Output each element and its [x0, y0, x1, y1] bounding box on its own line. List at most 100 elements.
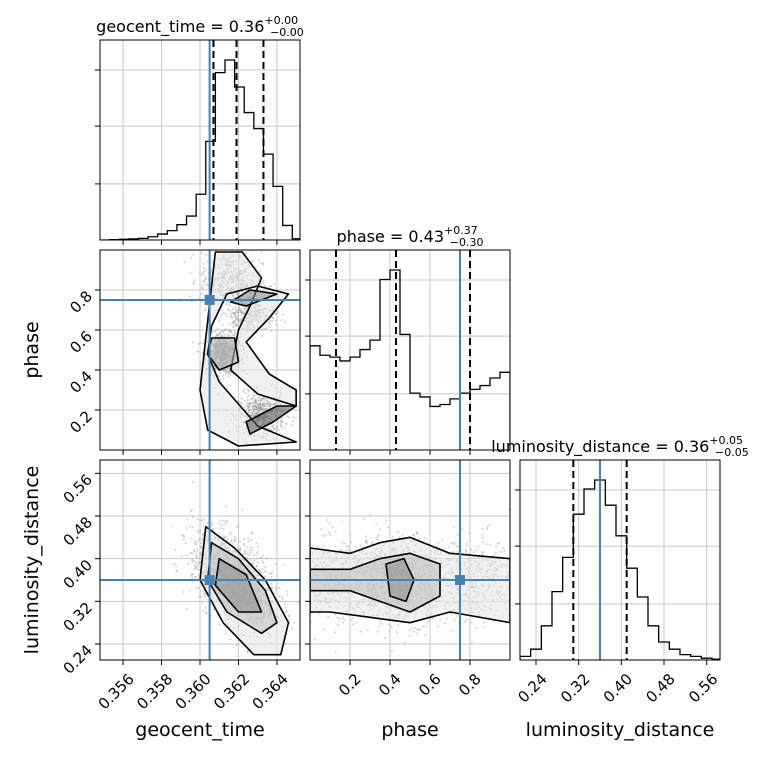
sample-point: [233, 321, 236, 324]
x-tick-label: 0.360: [172, 670, 215, 713]
sample-point: [199, 362, 202, 365]
sample-point: [498, 542, 501, 545]
sample-point: [199, 342, 202, 345]
sample-point: [251, 404, 254, 407]
sample-point: [347, 549, 350, 552]
sample-point: [262, 408, 265, 411]
sample-point: [197, 342, 200, 345]
sample-point: [243, 388, 246, 391]
x-tick-label: 0.24: [514, 670, 550, 706]
sample-point: [415, 531, 418, 534]
sample-point: [265, 557, 268, 560]
sample-point: [237, 524, 240, 527]
sample-point: [338, 617, 341, 620]
sample-point: [259, 400, 262, 403]
scatter-panel-phase-vs-geocent_time: 0.20.40.60.8: [66, 249, 301, 455]
sample-point: [265, 570, 268, 573]
sample-point: [228, 373, 231, 376]
sample-point: [235, 311, 238, 314]
sample-point: [281, 595, 284, 598]
sample-point: [235, 316, 238, 319]
sample-point: [336, 623, 339, 626]
sample-point: [224, 368, 227, 371]
sample-point: [195, 562, 198, 565]
sample-point: [417, 629, 420, 632]
histogram-frame: [309, 249, 511, 451]
sample-point: [260, 556, 263, 559]
sample-point: [248, 402, 251, 405]
sample-point: [244, 252, 247, 255]
sample-point: [352, 616, 355, 619]
sample-point: [200, 542, 203, 545]
sample-point: [277, 401, 280, 404]
sample-point: [214, 330, 217, 333]
sample-point: [233, 313, 236, 316]
sample-point: [222, 535, 225, 538]
sample-point: [350, 541, 353, 544]
sample-point: [193, 549, 196, 552]
sample-point: [271, 319, 274, 322]
sample-point: [445, 617, 448, 620]
sample-point: [270, 330, 273, 333]
sample-point: [251, 259, 254, 262]
sample-point: [283, 426, 286, 429]
sample-point: [246, 546, 249, 549]
sample-point: [210, 268, 213, 271]
sample-point: [272, 423, 275, 426]
sample-point: [282, 313, 285, 316]
sample-point: [255, 542, 258, 545]
sample-point: [233, 312, 236, 315]
sample-point: [235, 317, 238, 320]
sample-point: [264, 405, 267, 408]
sample-point: [238, 308, 241, 311]
sample-point: [256, 406, 259, 409]
sample-point: [250, 415, 253, 418]
sample-point: [217, 334, 220, 337]
sample-point: [342, 621, 345, 624]
panel-title: luminosity_distance = 0.36+0.05 −0.05: [491, 434, 749, 459]
sample-point: [260, 408, 263, 411]
sample-point: [273, 428, 276, 431]
sample-point: [259, 403, 262, 406]
x-tick-label: 0.40: [600, 670, 636, 706]
sample-point: [307, 590, 309, 592]
sample-point: [322, 534, 325, 537]
sample-point: [262, 403, 265, 406]
sample-point: [258, 270, 261, 273]
sample-point: [251, 412, 254, 415]
sample-point: [196, 548, 199, 551]
sample-point: [388, 629, 391, 632]
sample-point: [229, 334, 232, 337]
sample-point: [249, 551, 252, 554]
sample-point: [211, 521, 214, 524]
sample-point: [225, 372, 228, 375]
sample-point: [280, 566, 282, 568]
sample-point: [286, 414, 289, 417]
sample-point: [273, 428, 276, 431]
sample-point: [242, 313, 245, 316]
sample-point: [216, 328, 219, 331]
sample-point: [198, 561, 201, 564]
sample-point: [195, 566, 198, 569]
sample-point: [198, 557, 201, 560]
sample-point: [202, 533, 205, 536]
sample-point: [197, 350, 200, 353]
sample-point: [228, 323, 231, 326]
sample-point: [291, 587, 293, 589]
sample-point: [226, 335, 229, 338]
sample-point: [281, 582, 283, 584]
sample-point: [345, 549, 348, 552]
sample-point: [251, 405, 254, 408]
title-minus: −0.30: [450, 236, 484, 249]
sample-point: [184, 542, 187, 545]
sample-point: [232, 294, 235, 297]
sample-point: [198, 595, 201, 598]
sample-point: [238, 400, 241, 403]
sample-point: [230, 539, 233, 542]
sample-point: [190, 573, 193, 576]
sample-point: [263, 328, 266, 331]
sample-point: [274, 562, 277, 565]
sample-point: [263, 409, 266, 412]
sample-point: [426, 621, 429, 624]
sample-point: [303, 639, 305, 641]
